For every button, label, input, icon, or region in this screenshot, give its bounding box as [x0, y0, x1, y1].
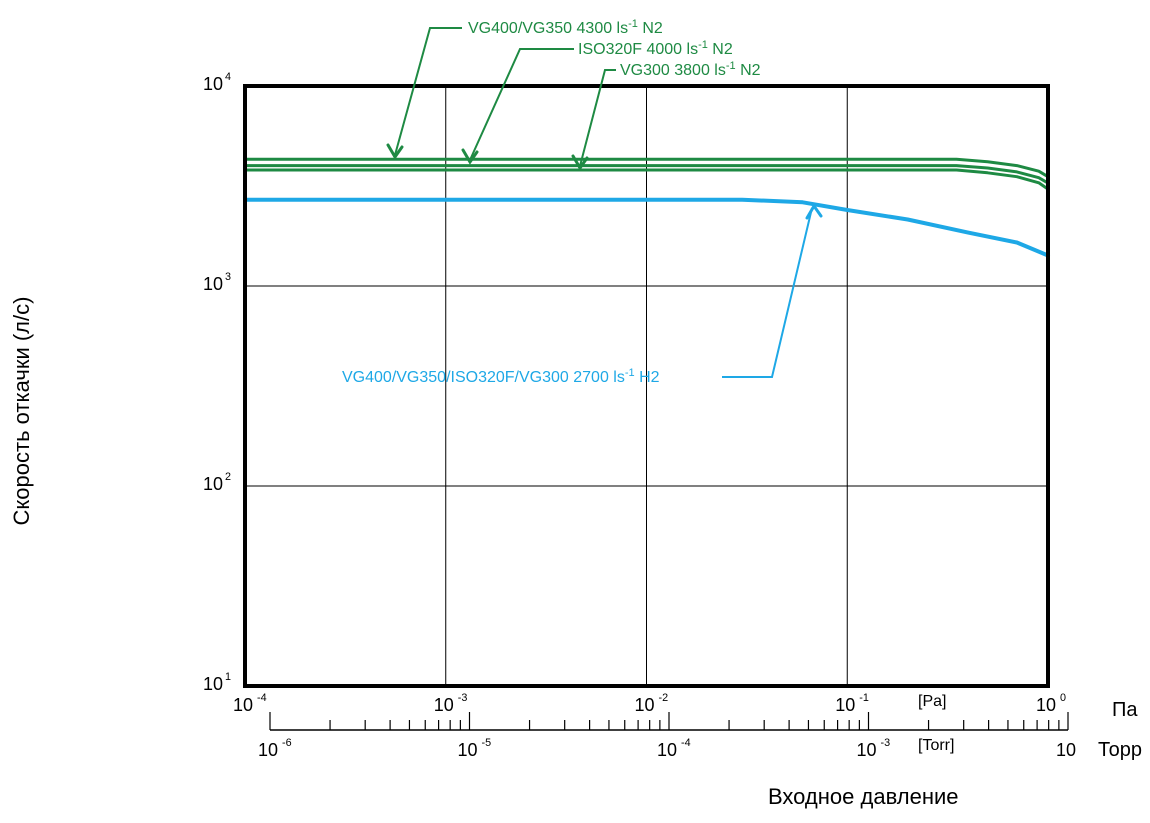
- annotation-arrowhead-3: [571, 154, 589, 171]
- x-axis-label: Входное давление: [768, 784, 959, 809]
- annotation-arrowhead-4: [805, 203, 823, 220]
- series-line-2: [243, 164, 1050, 185]
- x-tick-label-torr: 10 -5: [458, 737, 492, 760]
- x-tick-label-torr: 10: [1056, 740, 1076, 760]
- x-tick-label-torr: 10 -3: [857, 737, 891, 760]
- x-tick-label-pa: 10 -1: [835, 692, 869, 715]
- plot-frame: [243, 84, 1050, 688]
- torr-axis-unit-label: Торр: [1098, 739, 1143, 761]
- annotation-label-4: VG400/VG350/ISO320F/VG300 2700 ls-1 H2: [342, 367, 660, 386]
- x-tick-label-torr: 10 -4: [657, 737, 691, 760]
- x-tick-label-pa: 10 -4: [233, 692, 267, 715]
- annotation-leader-1: [394, 27, 462, 156]
- x-tick-label-pa: 10 -3: [434, 692, 468, 715]
- x-tick-label-torr: 10 -6: [258, 737, 292, 760]
- y-tick-label: 10 1: [203, 671, 231, 694]
- annotation-arrowhead-2: [461, 148, 479, 165]
- pa-axis-unit-label: Па: [1112, 699, 1138, 721]
- series-line-4: [243, 197, 1050, 258]
- series-line-1: [243, 157, 1050, 179]
- y-tick-label: 10 2: [203, 471, 231, 494]
- annotation-leader-3: [579, 69, 616, 167]
- annotation-label-3: VG300 3800 ls-1 N2: [620, 60, 761, 79]
- x-tick-label-pa: 10 -2: [635, 692, 669, 715]
- annotation-label-1: VG400/VG350 4300 ls-1 N2: [468, 18, 663, 37]
- torr-unit-tag: [Torr]: [918, 737, 954, 754]
- annotation-leader-2: [469, 48, 574, 161]
- series-line-3: [243, 168, 1050, 191]
- annotation-leader-4: [722, 207, 813, 378]
- x-tick-label-pa: 10 0: [1036, 692, 1066, 715]
- annotation-label-2: ISO320F 4000 ls-1 N2: [578, 39, 733, 58]
- y-tick-label: 10 3: [203, 271, 231, 294]
- pa-unit-tag: [Pa]: [918, 693, 946, 710]
- annotation-arrowhead-1: [386, 143, 404, 160]
- y-axis-label: Скорость откачки (л/с): [9, 296, 34, 526]
- y-tick-label: 10 4: [203, 71, 231, 94]
